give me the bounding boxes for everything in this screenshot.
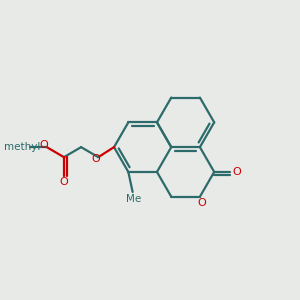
Text: O: O xyxy=(40,140,48,150)
Text: Me: Me xyxy=(126,194,142,204)
Text: O: O xyxy=(197,198,206,208)
Text: methyl: methyl xyxy=(4,142,41,152)
Text: O: O xyxy=(232,167,241,177)
Text: O: O xyxy=(60,177,68,187)
Text: O: O xyxy=(91,154,100,164)
